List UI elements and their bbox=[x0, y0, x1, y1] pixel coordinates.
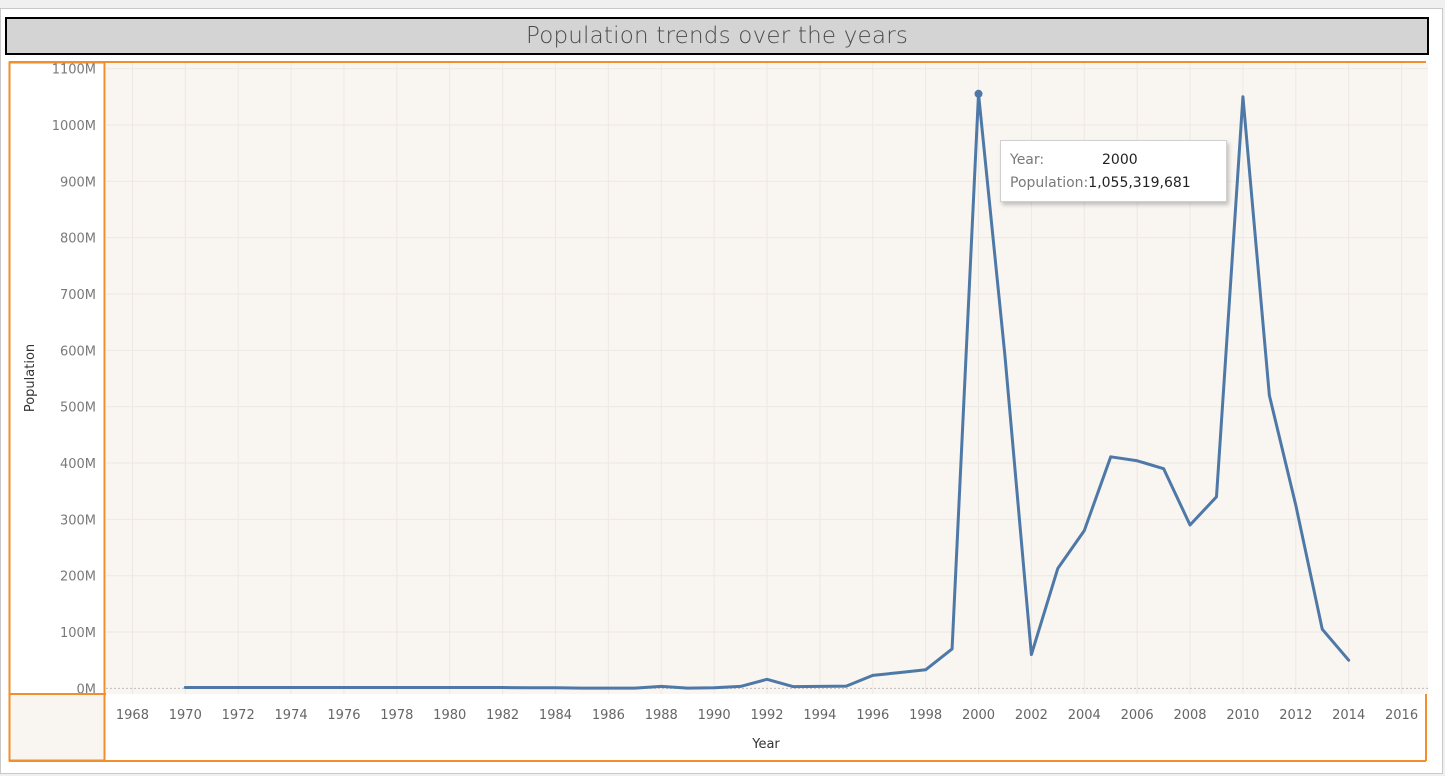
y-tick-label: 300M bbox=[60, 513, 96, 528]
y-tick-label: 600M bbox=[60, 344, 96, 359]
x-tick-label: 1996 bbox=[856, 708, 889, 723]
x-tick-label: 1998 bbox=[909, 708, 942, 723]
tooltip-population-value: 1,055,319,681 bbox=[1088, 175, 1191, 191]
x-tick-label: 2010 bbox=[1226, 708, 1259, 723]
chart-title: Population trends over the years bbox=[525, 23, 909, 49]
x-tick-label: 1986 bbox=[592, 708, 625, 723]
vertical-gridlines bbox=[131, 63, 1403, 694]
x-tick-label: 1990 bbox=[698, 708, 731, 723]
x-tick-label: 2014 bbox=[1332, 708, 1365, 723]
x-tick-label: 2016 bbox=[1385, 708, 1418, 723]
x-tick-label: 2012 bbox=[1279, 708, 1312, 723]
x-tick-label: 1984 bbox=[539, 708, 572, 723]
y-tick-label: 700M bbox=[60, 288, 96, 303]
x-tick-label: 1988 bbox=[645, 708, 678, 723]
y-tick-label: 100M bbox=[60, 626, 96, 641]
x-tick-label: 1972 bbox=[222, 708, 255, 723]
horizontal-gridlines bbox=[106, 68, 1428, 633]
x-tick-label: 1968 bbox=[116, 708, 149, 723]
corner-panel bbox=[10, 694, 105, 761]
x-tick-label: 1970 bbox=[169, 708, 202, 723]
x-axis-tick-labels: 1968 1970 1972 1974 1976 1978 1980 1982 1984 1986… bbox=[116, 708, 1418, 723]
x-tick-label: 1974 bbox=[275, 708, 308, 723]
tooltip-year-label: Year: bbox=[1010, 152, 1045, 168]
y-axis-title: Population bbox=[23, 344, 38, 412]
x-tick-label: 2004 bbox=[1068, 708, 1101, 723]
highlighted-point[interactable] bbox=[974, 89, 983, 98]
x-tick-label: 2008 bbox=[1173, 708, 1206, 723]
y-tick-label: 1100M bbox=[52, 63, 96, 78]
y-tick-label: 900M bbox=[60, 175, 96, 190]
tooltip-population-label: Population: bbox=[1010, 175, 1089, 191]
x-tick-label: 1978 bbox=[380, 708, 413, 723]
x-axis-title: Year bbox=[751, 737, 780, 752]
y-tick-label: 500M bbox=[60, 401, 96, 416]
y-tick-label: 800M bbox=[60, 232, 96, 247]
tooltip: Year: 2000 Population:1,055,319,681 bbox=[1000, 140, 1227, 202]
x-tick-label: 1994 bbox=[803, 708, 836, 723]
y-tick-label: 0M bbox=[77, 682, 97, 697]
x-tick-label: 1976 bbox=[327, 708, 360, 723]
x-tick-label: 1980 bbox=[433, 708, 466, 723]
population-series-line[interactable] bbox=[183, 92, 1351, 690]
selection-borders bbox=[8, 61, 1427, 762]
x-tick-label: 2006 bbox=[1121, 708, 1154, 723]
y-tick-label: 400M bbox=[60, 457, 96, 472]
y-tick-label: 200M bbox=[60, 570, 96, 585]
x-tick-label: 1982 bbox=[486, 708, 519, 723]
y-tick-label: 1000M bbox=[52, 119, 96, 134]
x-tick-label: 1992 bbox=[750, 708, 783, 723]
tooltip-year-value: 2000 bbox=[1102, 152, 1138, 168]
x-tick-label: 2000 bbox=[962, 708, 995, 723]
title-bar: Population trends over the years bbox=[5, 17, 1429, 55]
x-tick-label: 2002 bbox=[1015, 708, 1048, 723]
y-axis-tick-labels: 0M 100M 200M 300M 400M 500M 600M 700M 800M 900M 10… bbox=[52, 63, 96, 698]
